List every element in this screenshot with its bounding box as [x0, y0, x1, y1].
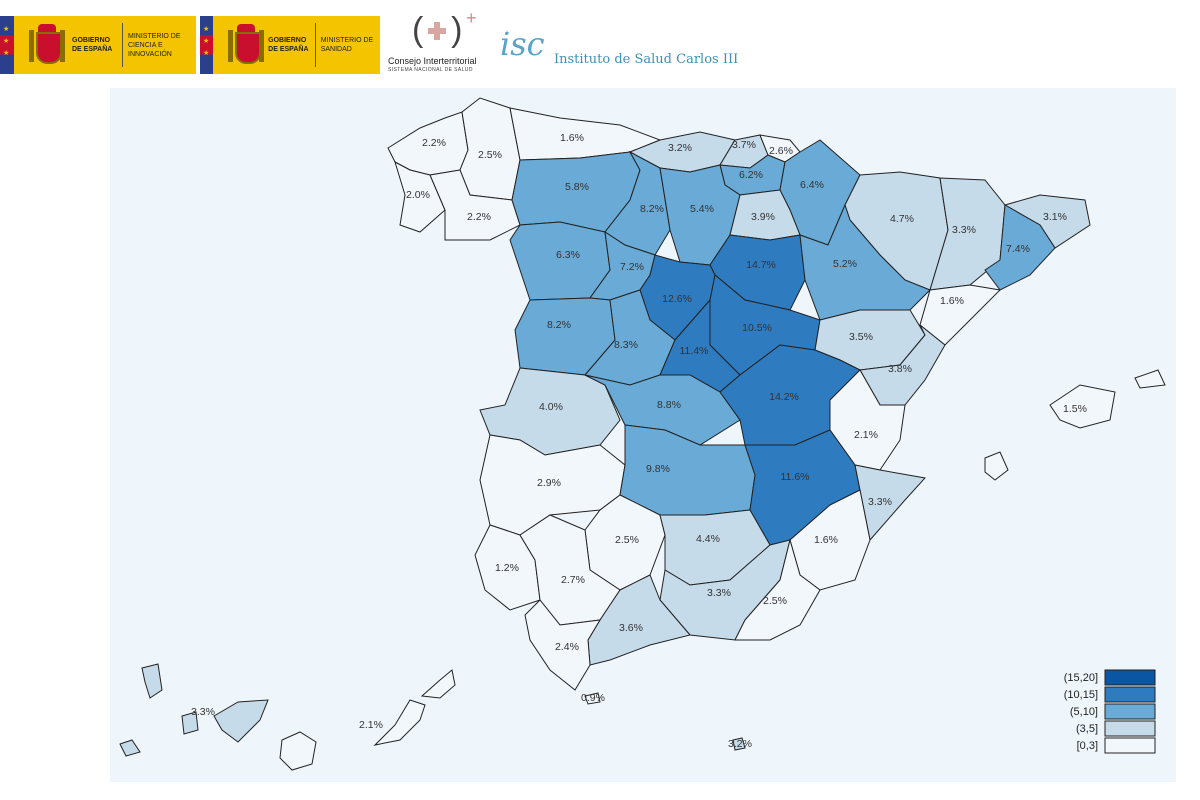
island-menorca: [1134, 369, 1166, 389]
province-almeria: [734, 538, 821, 641]
province-value-label: 4.0%: [539, 401, 563, 413]
province-cadiz: [524, 599, 601, 691]
province-barcelona: [984, 204, 1056, 291]
legend-label: [0,3]: [1077, 740, 1098, 752]
province-value-label: 10.5%: [742, 322, 772, 334]
province-value-label: 6.3%: [556, 249, 580, 261]
legend-swatch: [1104, 686, 1156, 703]
province-value-label: 2.1%: [854, 429, 878, 441]
health-cross-icon: [428, 22, 446, 40]
coat-of-arms-icon: [28, 22, 66, 68]
province-value-label: 14.7%: [746, 259, 776, 271]
legend-label: (15,20]: [1064, 672, 1098, 684]
province-melilla: [732, 737, 746, 751]
legend-label: (5,10]: [1070, 706, 1098, 718]
legend-label: (3,5]: [1076, 723, 1098, 735]
province-value-label: 5.4%: [690, 203, 714, 215]
province-value-label: 7.2%: [620, 261, 644, 273]
province-value-label: 1.6%: [940, 295, 964, 307]
province-value-label: 2.5%: [763, 595, 787, 607]
province-value-label: 3.8%: [888, 363, 912, 375]
province-value-label: 2.4%: [555, 641, 579, 653]
province-zamora: [509, 221, 611, 301]
province-value-label: 5.8%: [565, 181, 589, 193]
province-value-label: 2.5%: [478, 149, 502, 161]
province-value-label: 3.2%: [668, 142, 692, 154]
province-value-label: 14.2%: [769, 391, 799, 403]
province-value-label: 4.7%: [890, 213, 914, 225]
province-las-palmas: [279, 669, 456, 771]
gobierno-sanidad-logo: Gobierno de España Ministerio de Sanidad: [200, 16, 380, 74]
province-value-label: 4.4%: [696, 533, 720, 545]
province-value-label: 2.1%: [359, 719, 383, 731]
legend-swatch: [1104, 720, 1156, 737]
province-value-label: 2.7%: [561, 574, 585, 586]
province-pontevedra: [394, 160, 446, 233]
legend-label: (10,15]: [1064, 689, 1098, 701]
province-value-label: 3.6%: [619, 622, 643, 634]
province-value-label: 3.9%: [751, 211, 775, 223]
province-value-label: 11.4%: [680, 345, 709, 357]
province-value-label: 2.2%: [422, 137, 446, 149]
gobierno-text: Gobierno de España: [72, 37, 113, 53]
province-value-label: 3.7%: [732, 139, 756, 151]
province-value-label: 1.5%: [1063, 403, 1087, 415]
province-value-label: 0.9%: [581, 692, 605, 704]
isciii-logo: isc Instituto de Salud Carlos III: [500, 24, 738, 70]
ministry-text: Ministerio de Sanidad: [320, 37, 374, 53]
province-value-label: 3.5%: [849, 331, 873, 343]
province-value-label: 12.6%: [662, 293, 692, 305]
province-zaragoza: [799, 203, 931, 321]
province-lleida: [929, 177, 1006, 291]
legend: (15,20] (10,15] (5,10] (3,5] [0,3]: [1064, 669, 1156, 754]
consejo-interterritorial-logo: ( ) + Consejo Interterritorial SISTEMA N…: [388, 8, 477, 73]
province-value-label: 3.2%: [728, 738, 752, 750]
province-value-label: 1.6%: [560, 132, 584, 144]
ministry-text: Ministerio de Ciencia e Innovación: [128, 32, 181, 58]
legend-swatch: [1104, 737, 1156, 754]
gobierno-ciencia-logo: Gobierno de España Ministerio de Ciencia…: [0, 16, 196, 74]
isciii-mark: isc: [500, 25, 545, 63]
spain-choropleth-map: 2.2% 2.5% 2.0% 2.2% 1.6% 3.2% 3.7% 2.6% 6.2% 6.4%…: [119, 97, 1166, 771]
eu-flag-icon: [200, 16, 213, 74]
province-value-label: 3.3%: [191, 706, 215, 718]
province-ceuta: [584, 692, 601, 705]
province-value-label: 2.5%: [615, 534, 639, 546]
province-value-label: 1.6%: [814, 534, 838, 546]
cisns-name: Consejo Interterritorial: [388, 56, 477, 66]
province-value-label: 3.3%: [952, 224, 976, 236]
province-value-label: 2.0%: [406, 189, 430, 201]
province-value-label: 3.3%: [707, 587, 731, 599]
province-value-label: 7.4%: [1006, 243, 1030, 255]
header: Gobierno de España Ministerio de Ciencia…: [0, 0, 1200, 86]
gobierno-text: Gobierno de España: [268, 37, 309, 53]
province-value-label: 9.8%: [646, 463, 670, 475]
legend-swatch: [1104, 669, 1156, 686]
island-ibiza: [984, 451, 1009, 481]
province-value-label: 2.2%: [467, 211, 491, 223]
province-value-label: 3.1%: [1043, 211, 1067, 223]
province-value-label: 8.8%: [657, 399, 681, 411]
province-value-label: 5.2%: [833, 258, 857, 270]
province-value-label: 2.6%: [769, 145, 793, 157]
isciii-name: Instituto de Salud Carlos III: [554, 52, 739, 67]
legend-swatch: [1104, 703, 1156, 720]
province-value-label: 8.2%: [640, 203, 664, 215]
province-value-label: 8.2%: [547, 319, 571, 331]
province-value-label: 6.4%: [800, 179, 824, 191]
province-value-label: 8.3%: [614, 339, 638, 351]
province-value-label: 3.3%: [868, 496, 892, 508]
eu-flag-icon: [0, 16, 14, 74]
coat-of-arms-icon: [227, 22, 264, 68]
province-value-label: 1.2%: [495, 562, 519, 574]
province-value-label: 2.9%: [537, 477, 561, 489]
cisns-subtitle: SISTEMA NACIONAL DE SALUD: [388, 67, 473, 73]
map-panel: 2.2% 2.5% 2.0% 2.2% 1.6% 3.2% 3.7% 2.6% 6.2% 6.4%…: [110, 88, 1176, 782]
province-mallorca: [1049, 384, 1116, 429]
province-value-label: 6.2%: [739, 169, 763, 181]
province-value-label: 11.6%: [781, 471, 810, 483]
province-santa-cruz-tenerife: [119, 663, 269, 757]
